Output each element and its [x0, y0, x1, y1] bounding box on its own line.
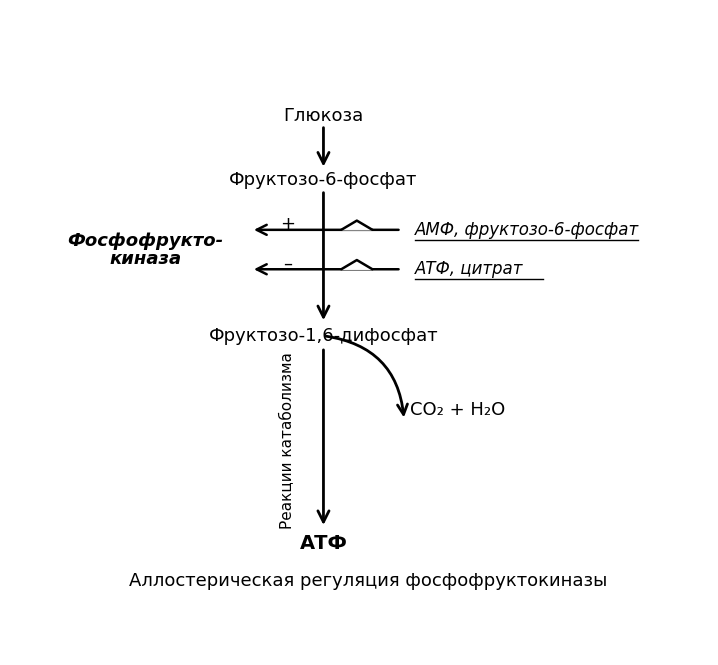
- Text: Аллостерическая регуляция фосфофруктокиназы: Аллостерическая регуляция фосфофруктокин…: [129, 572, 607, 590]
- Text: АТФ: АТФ: [299, 534, 348, 553]
- Text: Фосфофрукто-: Фосфофрукто-: [67, 232, 223, 250]
- Text: АМФ, фруктозо-6-фосфат: АМФ, фруктозо-6-фосфат: [415, 221, 640, 239]
- Text: CO₂ + H₂O: CO₂ + H₂O: [410, 401, 505, 419]
- Text: Фруктозо-6-фосфат: Фруктозо-6-фосфат: [229, 171, 418, 189]
- Polygon shape: [341, 221, 373, 230]
- Text: Реакции катаболизма: Реакции катаболизма: [280, 352, 295, 529]
- Text: АТФ, цитрат: АТФ, цитрат: [415, 260, 523, 278]
- Text: –: –: [283, 255, 292, 273]
- Text: Фруктозо-1,6-дифосфат: Фруктозо-1,6-дифосфат: [209, 327, 438, 345]
- Text: Глюкоза: Глюкоза: [284, 106, 363, 124]
- Polygon shape: [341, 260, 373, 269]
- Text: киназа: киназа: [109, 250, 182, 268]
- Text: +: +: [280, 215, 295, 233]
